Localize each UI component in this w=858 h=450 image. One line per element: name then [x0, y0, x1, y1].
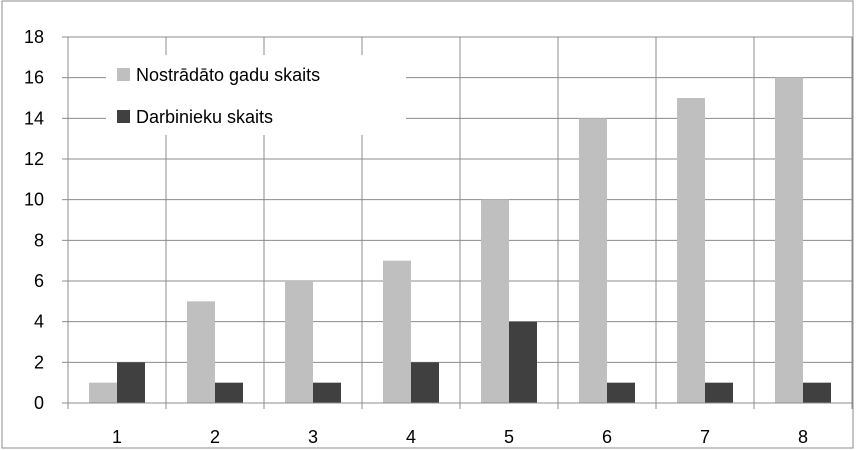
x-tick-label: 3	[308, 427, 318, 447]
x-tick-label: 2	[210, 427, 220, 447]
y-axis-tick-labels: 0 2 4 6 8 10 12 14 16 18	[24, 27, 44, 413]
bar-series-2-category-2	[215, 382, 243, 403]
bar-series-1-category-2	[187, 301, 215, 403]
y-tick-label: 0	[34, 393, 44, 413]
bar-series-2-category-6	[607, 382, 635, 403]
bar-series-2-category-1	[117, 362, 145, 403]
legend-background	[106, 55, 406, 135]
y-tick-label: 10	[24, 190, 44, 210]
bar-series-2-category-4	[411, 362, 439, 403]
y-tick-label: 4	[34, 312, 44, 332]
y-tick-label: 12	[24, 149, 44, 169]
x-axis-tick-labels: 1 2 3 4 5 6 7 8	[112, 427, 808, 447]
bar-series-1-category-3	[285, 281, 313, 403]
x-tick-label: 5	[504, 427, 514, 447]
legend-swatch-series-1	[117, 68, 130, 81]
x-tick-label: 6	[602, 427, 612, 447]
y-tick-label: 8	[34, 230, 44, 250]
bar-series-2-category-7	[705, 382, 733, 403]
bar-series-1-category-4	[383, 260, 411, 403]
legend: Nostrādāto gadu skaits Darbinieku skaits	[106, 55, 406, 135]
bar-series-2-category-3	[313, 382, 341, 403]
bar-series-1-category-7	[677, 98, 705, 403]
y-tick-label: 2	[34, 352, 44, 372]
bar-series-1-category-1	[89, 382, 117, 403]
y-tick-label: 14	[24, 108, 44, 128]
x-tick-label: 4	[406, 427, 416, 447]
y-tick-label: 18	[24, 27, 44, 47]
y-tick-label: 6	[34, 271, 44, 291]
x-tick-label: 8	[798, 427, 808, 447]
legend-swatch-series-2	[117, 110, 130, 123]
bar-series-1-category-8	[775, 77, 803, 404]
bar-series-1-category-5	[481, 199, 509, 403]
bars	[89, 77, 831, 404]
x-tick-label: 1	[112, 427, 122, 447]
x-tick-label: 7	[700, 427, 710, 447]
bar-series-2-category-8	[803, 382, 831, 403]
legend-label-series-2: Darbinieku skaits	[136, 107, 273, 127]
bar-series-1-category-6	[579, 118, 607, 403]
y-tick-label: 16	[24, 68, 44, 88]
axes	[62, 36, 852, 409]
bar-series-2-category-5	[509, 321, 537, 403]
legend-label-series-1: Nostrādāto gadu skaits	[136, 65, 320, 85]
